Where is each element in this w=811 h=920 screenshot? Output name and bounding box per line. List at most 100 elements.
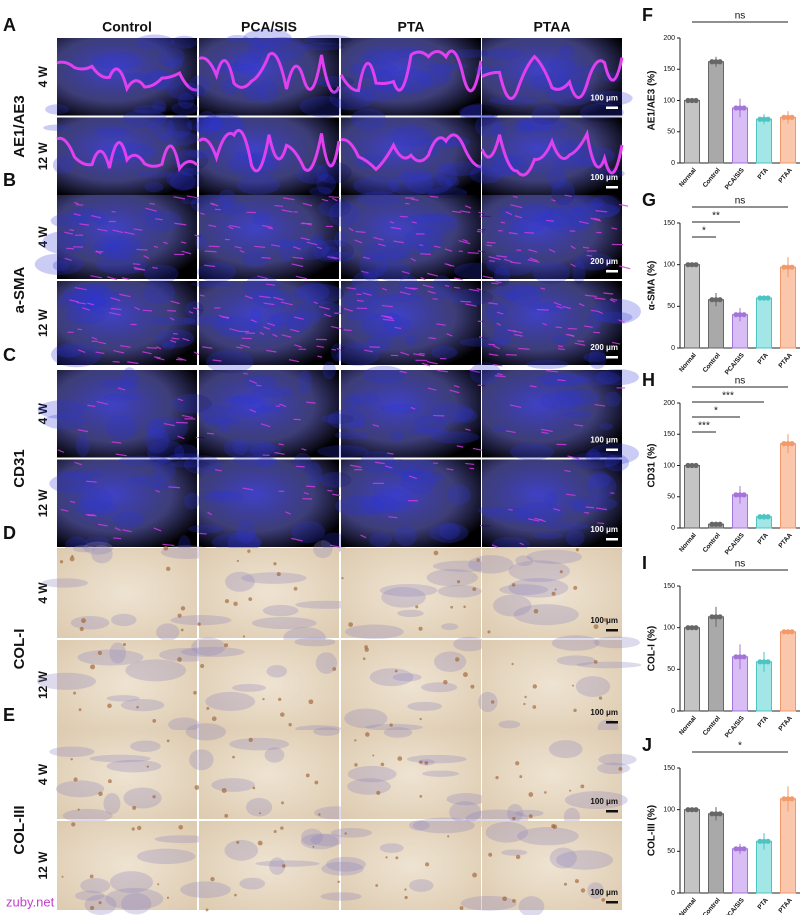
y-axis-label: AE1/AE3 (%) <box>647 70 658 130</box>
stain-dot <box>575 879 579 883</box>
tissue <box>156 623 179 641</box>
stain-dot <box>447 835 449 837</box>
tissue <box>184 455 222 474</box>
stain-dot <box>206 908 209 911</box>
tissue <box>171 102 198 115</box>
tissue <box>51 342 101 367</box>
point <box>741 105 746 110</box>
scale-label: 100 μm <box>590 94 618 103</box>
tissue <box>237 174 281 195</box>
signal <box>593 332 600 333</box>
tissue <box>111 614 137 626</box>
stain-dot <box>544 791 547 794</box>
row-label: 12 W <box>36 308 50 337</box>
micrograph <box>459 281 641 369</box>
tissue <box>76 434 89 457</box>
stain-dot <box>364 645 368 649</box>
stain-dot <box>152 719 156 723</box>
scale-bar <box>606 186 618 189</box>
point <box>765 514 770 519</box>
tissue <box>118 455 169 465</box>
stain-dot <box>237 560 239 562</box>
stain-dot <box>222 788 227 793</box>
tissue <box>409 820 430 830</box>
stain-dot <box>136 706 139 709</box>
tissue <box>150 482 177 489</box>
tissue <box>550 848 577 869</box>
signal <box>433 463 438 464</box>
stain-dot <box>341 577 343 579</box>
stain-dot <box>249 738 253 742</box>
stain-dot <box>354 763 357 766</box>
signal <box>430 196 438 197</box>
tissue <box>438 585 482 598</box>
x-tick-label: PTAA <box>777 532 794 550</box>
tissue <box>145 182 164 192</box>
stain-dot <box>280 712 284 716</box>
x-tick-label: PTAA <box>777 897 794 915</box>
tissue <box>189 749 213 770</box>
tissue <box>144 265 179 283</box>
stain-dot <box>487 630 490 633</box>
tissue <box>243 29 292 48</box>
tissue <box>63 809 113 823</box>
tissue <box>257 79 279 103</box>
tissue <box>545 491 558 506</box>
tissue <box>533 532 564 539</box>
micrograph <box>186 723 360 819</box>
stain-label: COL-III <box>11 805 28 854</box>
stain-dot <box>280 826 283 829</box>
tissue <box>344 708 387 728</box>
tissue <box>409 879 433 892</box>
stain-dot <box>515 761 519 765</box>
tissue <box>359 496 400 514</box>
stain-dot <box>580 785 584 789</box>
micrograph <box>181 637 342 732</box>
tissue <box>434 651 466 672</box>
stain-dot <box>419 795 422 798</box>
stain-dot <box>404 888 406 890</box>
y-tick-label: 100 <box>663 262 675 269</box>
signal <box>306 486 315 487</box>
stain-dot <box>512 899 516 903</box>
tissue <box>478 692 497 712</box>
stain-dot <box>181 606 185 610</box>
column-header: Control <box>102 19 152 35</box>
stain-dot <box>258 841 263 846</box>
bar <box>685 466 700 529</box>
stain-dot <box>197 622 201 626</box>
tissue <box>181 647 245 657</box>
stain-dot <box>528 792 533 797</box>
stain-dot <box>555 588 557 590</box>
stain-dot <box>337 881 339 883</box>
stain-dot <box>206 707 209 710</box>
tissue <box>486 302 506 322</box>
x-tick-label: PCA/SIS <box>724 714 747 739</box>
stain-dot <box>195 785 200 790</box>
tissue <box>229 738 289 751</box>
stain-dot <box>560 570 563 573</box>
signal <box>77 329 82 330</box>
tissue <box>239 878 265 890</box>
tissue <box>232 684 266 692</box>
point <box>693 807 698 812</box>
panel-letter: B <box>3 170 16 190</box>
panel-letter: A <box>3 15 16 35</box>
bar <box>685 628 700 711</box>
bar <box>709 814 724 893</box>
stain-dot <box>470 685 474 689</box>
stain-dot <box>463 606 466 609</box>
stain-dot <box>419 627 423 631</box>
tissue <box>605 454 629 471</box>
stain-dot <box>108 779 112 783</box>
x-tick-label: Control <box>702 167 722 189</box>
x-tick-label: Normal <box>678 352 698 374</box>
tissue <box>352 271 379 295</box>
tissue <box>549 740 583 758</box>
tissue <box>334 231 348 247</box>
tissue <box>566 530 585 546</box>
stain-dot <box>434 551 439 556</box>
scale-label: 200 μm <box>590 257 618 266</box>
stain-dot <box>551 824 555 828</box>
tissue <box>130 741 161 752</box>
